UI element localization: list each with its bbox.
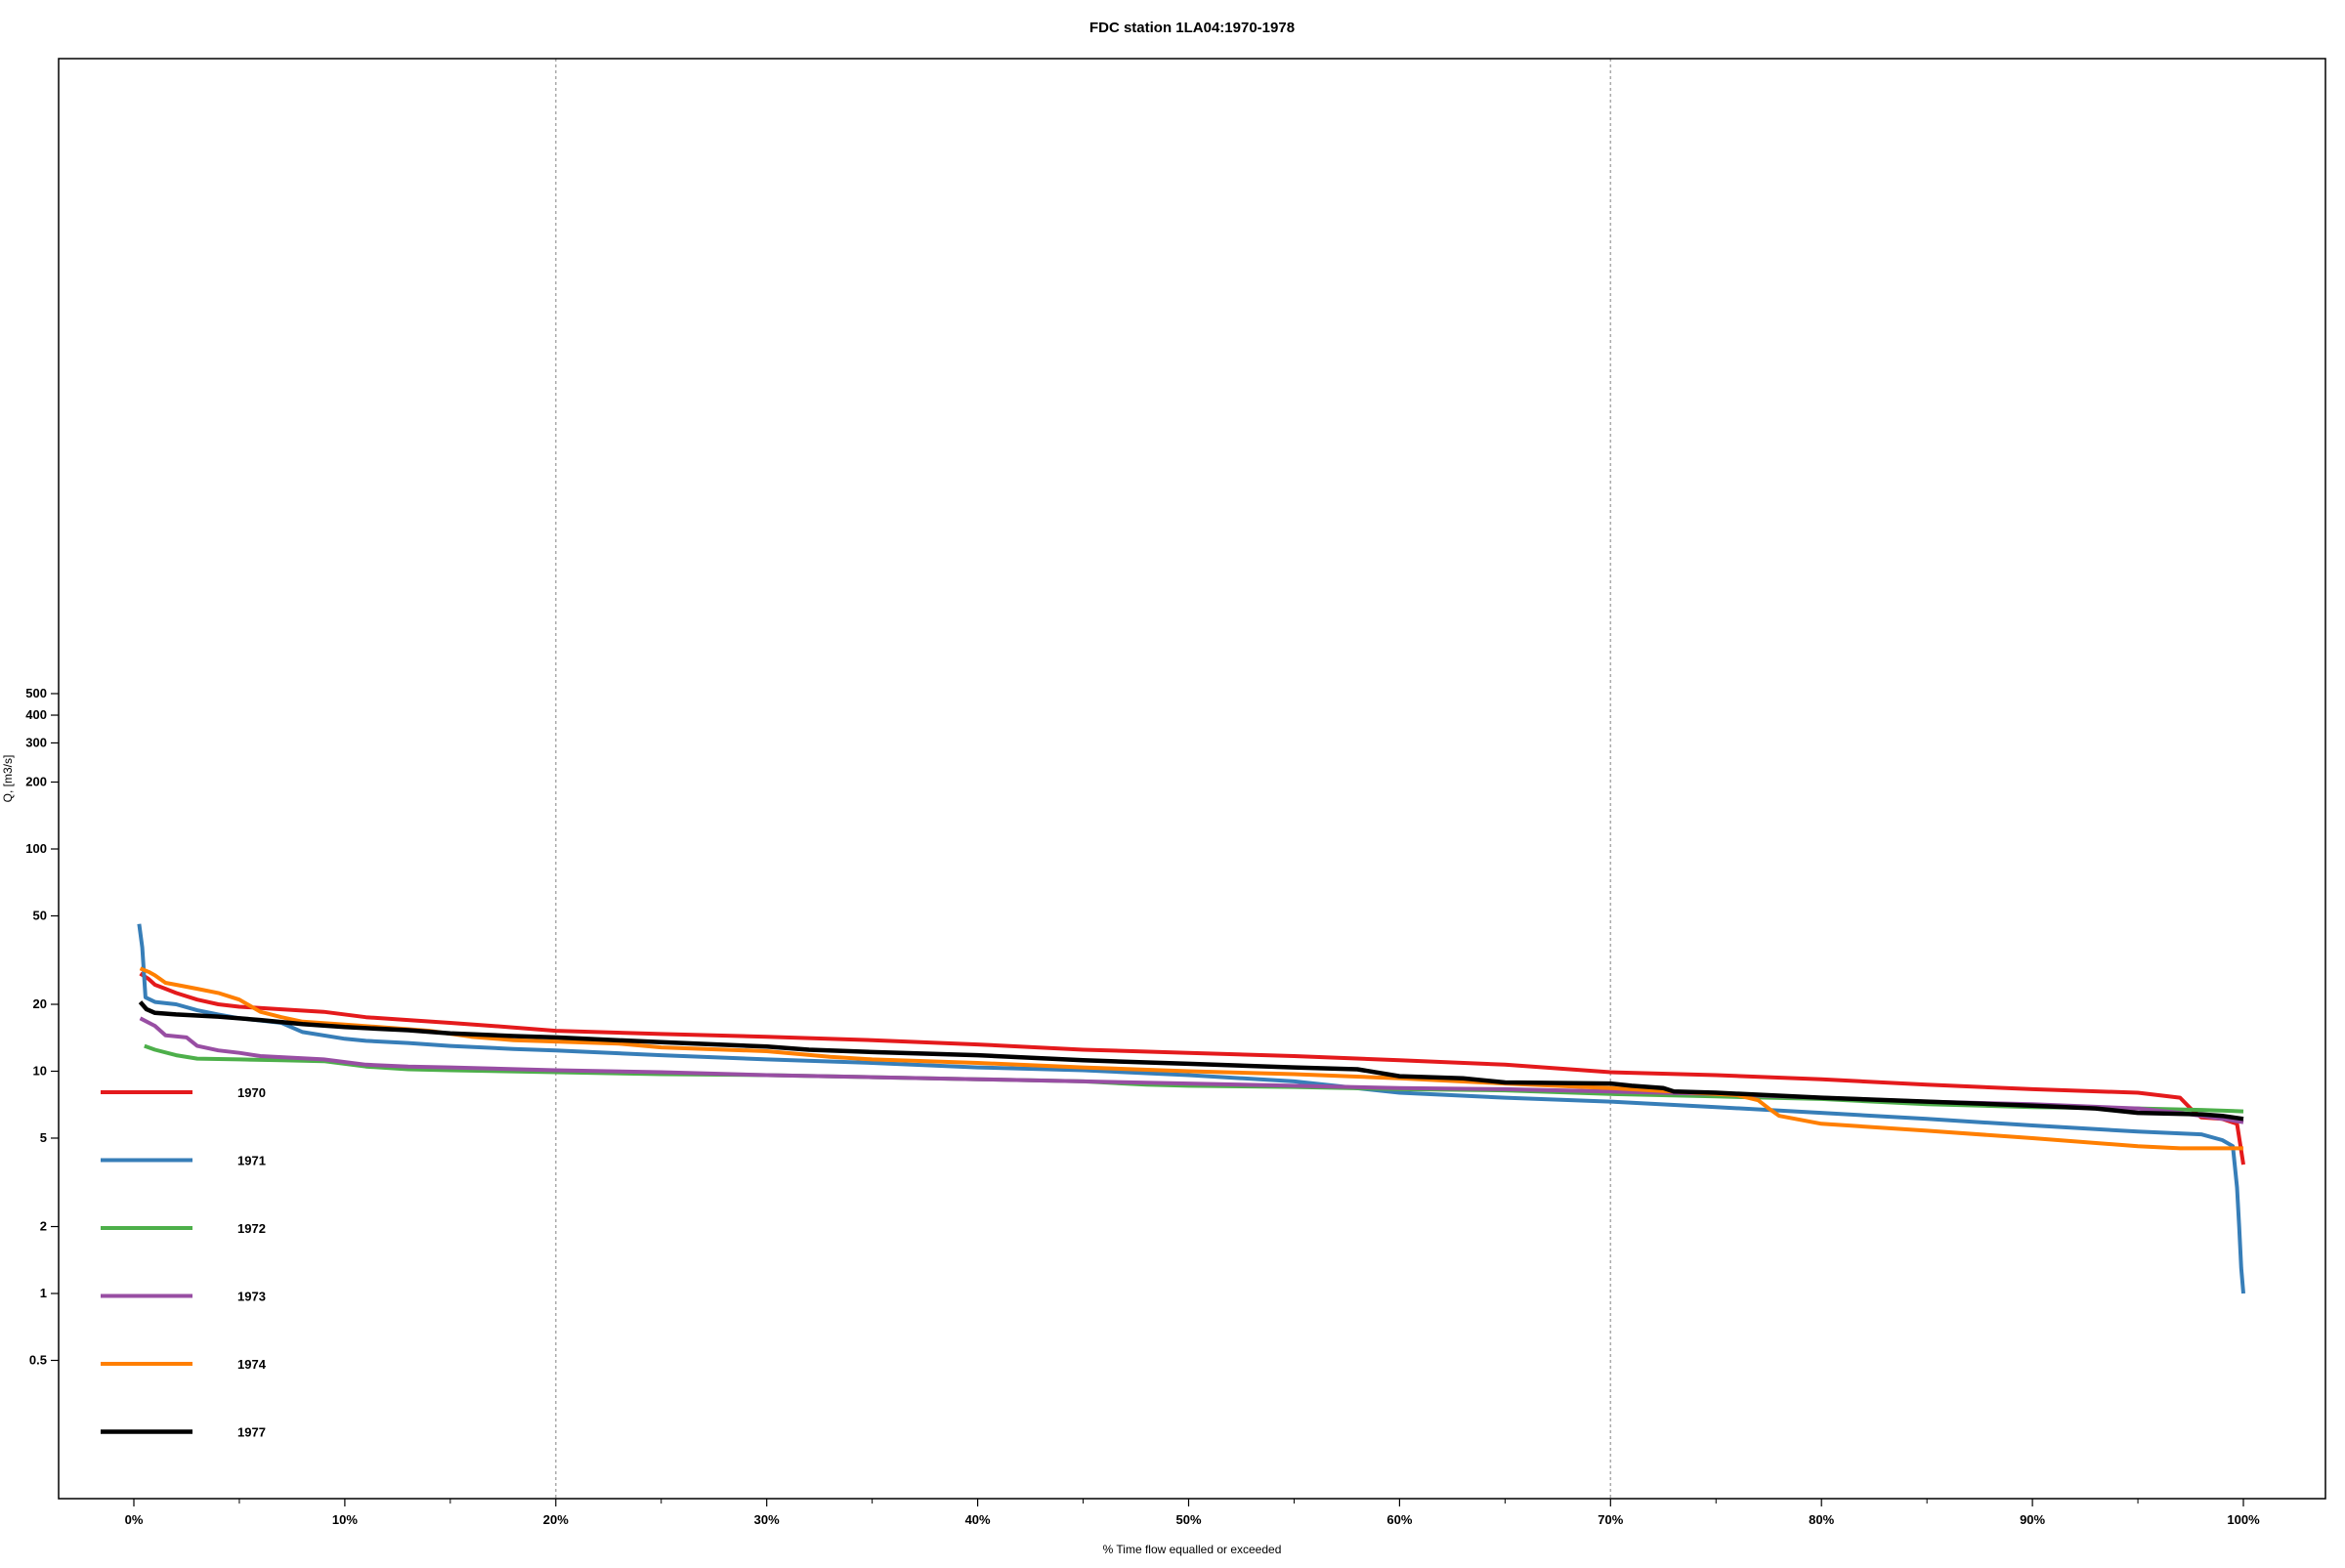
x-tick-label: 100% [2227,1512,2260,1527]
legend-label-1970: 1970 [237,1085,266,1100]
y-tick-label: 200 [25,775,47,789]
series-layer [137,923,2245,1294]
legend-label-1973: 1973 [237,1290,266,1304]
y-axis-label: Q, [m3/s] [1,755,15,803]
y-tick-label: 1 [40,1286,47,1300]
x-tick-label: 40% [965,1512,991,1527]
x-tick-label: 50% [1175,1512,1201,1527]
legend-label-1971: 1971 [237,1154,266,1168]
legend-label-1977: 1977 [237,1425,266,1440]
y-tick-label: 500 [25,686,47,700]
series-line-1970 [139,971,2245,1165]
chart-title: FDC station 1LA04:1970-1978 [1089,20,1295,36]
y-tick-label: 50 [33,908,47,922]
x-tick-label: 10% [332,1512,358,1527]
axis-layer: 0% 10% 20% 30% 40% 50% 60% 70% 80% 90% 100% 0.5 1 2 5 1… [25,686,2260,1527]
legend-label-1974: 1974 [237,1357,267,1372]
series-line-1977 [138,1000,2244,1122]
legend-label-1972: 1972 [237,1221,266,1236]
y-tick-label: 400 [25,707,47,722]
plot-frame [58,58,2326,1500]
x-tick-label: 80% [1809,1512,1834,1527]
y-tick-label: 20 [33,996,47,1011]
x-tick-label: 60% [1386,1512,1412,1527]
y-tick-label: 10 [33,1064,47,1079]
y-tick-label: 300 [25,735,47,749]
x-axis-label: % Time flow equalled or exceeded [1103,1543,1282,1556]
y-tick-label: 100 [25,841,47,856]
x-tick-label: 90% [2020,1512,2045,1527]
x-tick-label: 30% [754,1512,780,1527]
y-tick-label: 2 [40,1219,47,1234]
y-tick-label: 5 [40,1130,47,1145]
x-tick-label: 70% [1598,1512,1623,1527]
y-tick-label: 0.5 [29,1352,47,1367]
series-line-1974 [139,966,2243,1151]
x-tick-label: 0% [125,1512,144,1527]
x-tick-label: 20% [543,1512,569,1527]
legend: 1970 1971 1972 1973 1974 1977 [101,1085,267,1440]
